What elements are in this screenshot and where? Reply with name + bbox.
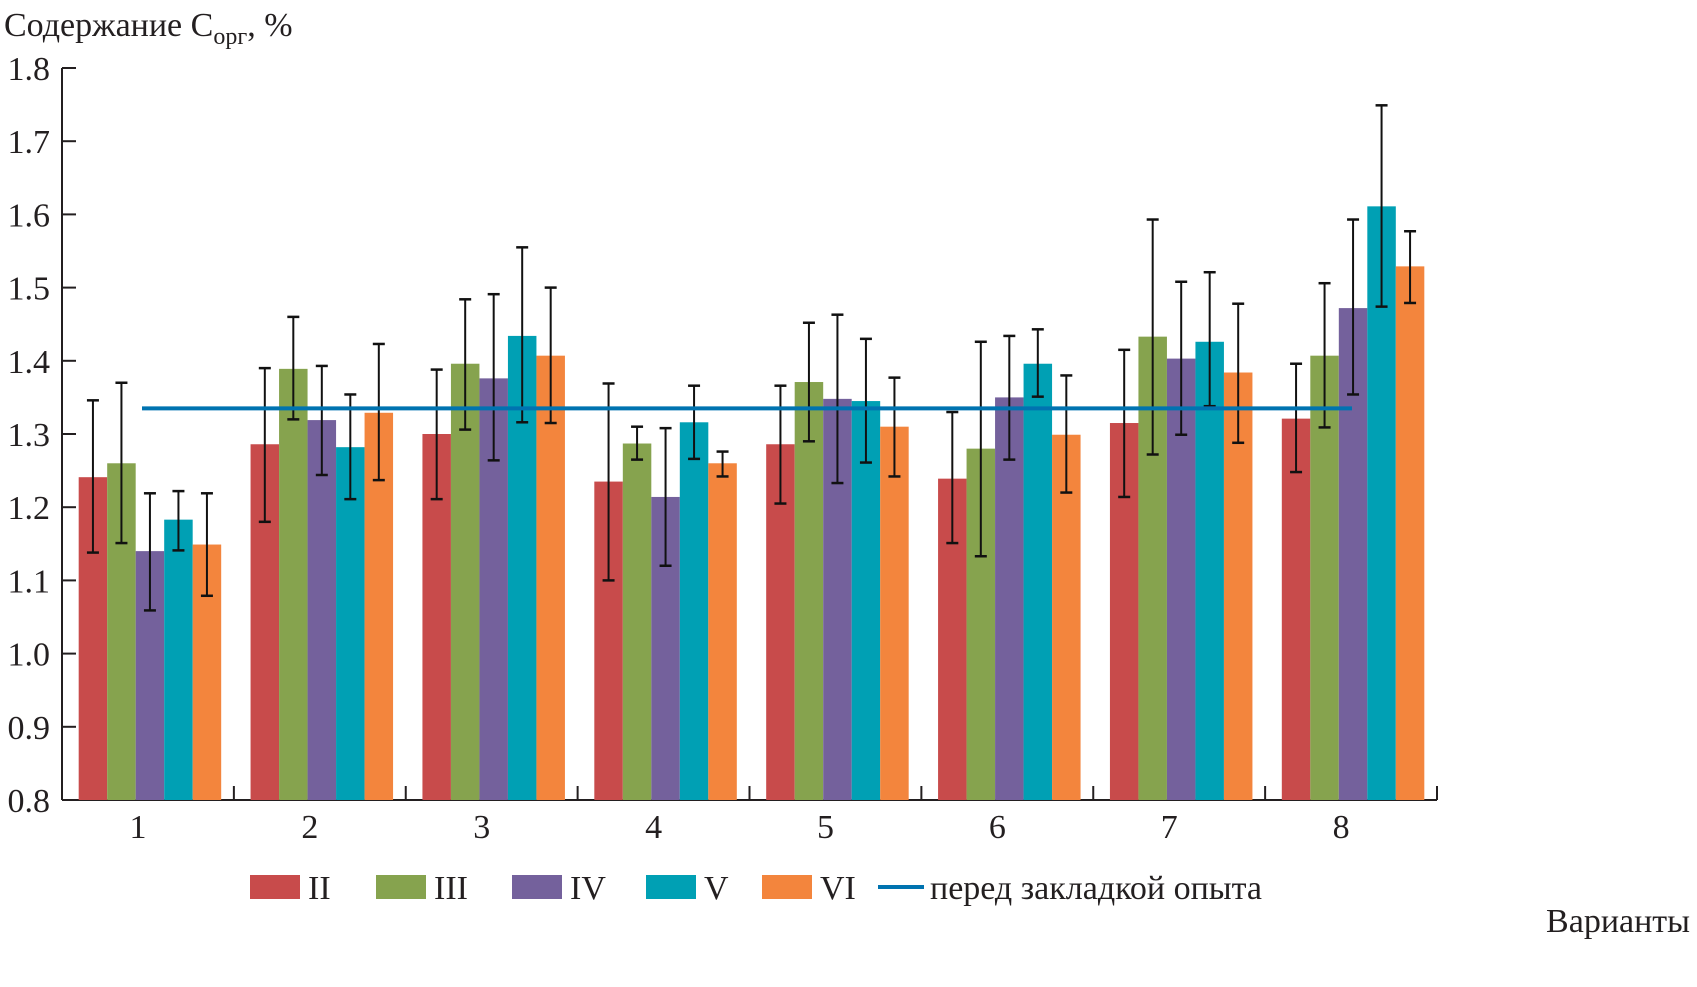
bar (708, 463, 737, 800)
y-axis-title: Содержание Cорг, % (4, 7, 293, 50)
y-tick-label: 1.5 (8, 271, 51, 308)
bar (1395, 266, 1425, 800)
bar (679, 422, 709, 800)
y-tick-label: 1.8 (8, 51, 51, 88)
legend-label: III (434, 870, 468, 907)
legend-swatch (250, 875, 300, 899)
bar (1052, 434, 1081, 800)
bar (995, 397, 1024, 800)
bar (164, 519, 193, 800)
bar (279, 368, 308, 800)
x-tick-label: 1 (129, 809, 146, 846)
bar (1195, 341, 1224, 800)
axes: 0.8 0.9 1.0 1.1 1.2 1.3 1.4 1.5 1.6 1.7 1.8 1 2 3 4 5 6 7… (8, 51, 1438, 846)
y-tick-label: 1.0 (8, 637, 51, 674)
bar (622, 443, 652, 800)
bar (450, 363, 480, 800)
bar (1023, 363, 1053, 800)
bar (880, 426, 909, 800)
x-tick-label: 2 (301, 809, 318, 846)
x-axis-title: Варианты (1546, 903, 1690, 940)
legend-label: II (308, 870, 331, 907)
y-tick-label: 1.4 (8, 344, 51, 381)
y-tick-label: 1.6 (8, 197, 51, 234)
y-tick-label: 1.2 (8, 490, 51, 527)
x-tick-label: 7 (1161, 809, 1178, 846)
x-tick-label: 4 (645, 809, 662, 846)
x-tick-label: 8 (1333, 809, 1350, 846)
legend-swatch (762, 875, 812, 899)
y-tick-label: 0.9 (8, 710, 51, 747)
legend-label: перед закладкой опыта (930, 870, 1262, 907)
y-tick-label: 1.3 (8, 417, 51, 454)
legend-label: VI (820, 870, 856, 907)
bar (851, 401, 881, 800)
legend-label: V (704, 870, 729, 907)
y-tick-label: 1.1 (8, 563, 51, 600)
bar (336, 447, 365, 800)
bar (307, 420, 337, 800)
x-tick-label: 3 (473, 809, 490, 846)
legend: II III IV V VI перед закладкой опыта (250, 870, 1262, 907)
legend-swatch (512, 875, 562, 899)
legend-swatch (376, 875, 426, 899)
bar (794, 382, 824, 800)
error-bars-layer (86, 104, 1417, 612)
y-tick-label: 1.7 (8, 124, 51, 161)
x-tick-label: 6 (989, 809, 1006, 846)
y-tick-label: 0.8 (8, 783, 51, 820)
legend-label: IV (570, 870, 606, 907)
bars-layer (78, 206, 1425, 800)
bar (536, 355, 565, 800)
legend-swatch (646, 875, 696, 899)
bar (1281, 418, 1311, 800)
x-tick-label: 5 (817, 809, 834, 846)
bar (1310, 355, 1339, 800)
